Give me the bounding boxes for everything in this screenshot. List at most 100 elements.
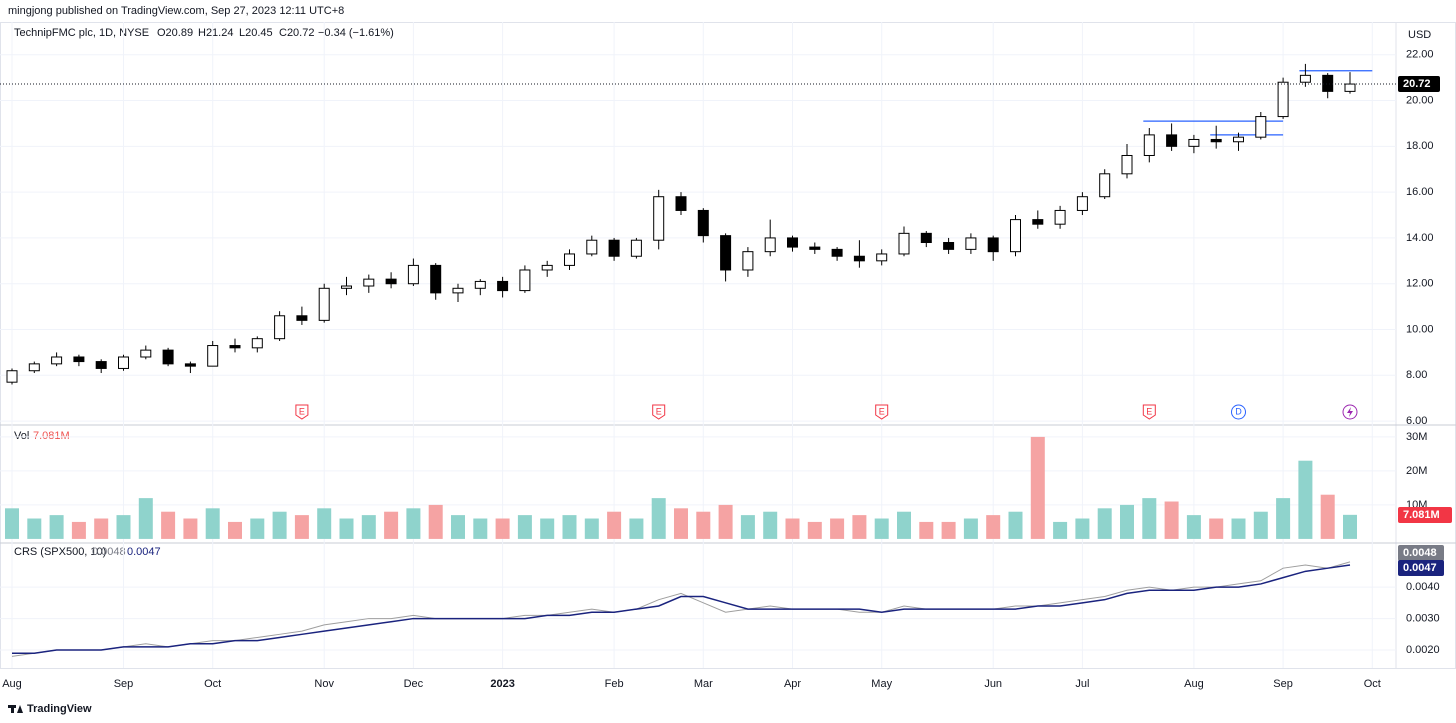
candle-body: [1188, 138, 1200, 147]
volume-bar: [584, 518, 599, 539]
volume-bar: [1298, 460, 1313, 539]
volume-tag-bg: [1398, 507, 1452, 523]
candle-body: [519, 269, 531, 292]
y-tick-label: 20M: [1406, 465, 1427, 477]
candle-body: [118, 356, 129, 369]
volume-bar: [562, 515, 577, 539]
legend-high: H21.24: [198, 27, 233, 39]
x-tick-label: Oct: [204, 678, 221, 690]
x-tick-label: Jul: [1075, 678, 1089, 690]
crs-ma-tag: 0.0047: [1403, 562, 1437, 574]
volume-bar: [830, 518, 845, 539]
y-tick-label: 8.00: [1406, 369, 1427, 381]
x-tick-label: Jun: [984, 678, 1002, 690]
event-marker: [1231, 404, 1246, 420]
volume-bar: [495, 518, 510, 539]
x-tick-label: Apr: [784, 678, 801, 690]
x-tick-label: Aug: [2, 678, 22, 690]
candle-body: [229, 345, 241, 349]
crs-ma-tag-bg: [1398, 560, 1444, 576]
candle-body: [140, 349, 152, 358]
candle-body: [430, 264, 442, 294]
candle-body: [296, 315, 308, 321]
event-marker: [1142, 404, 1156, 420]
volume-bar: [138, 498, 153, 539]
volume-bar: [1008, 511, 1023, 539]
candle-body: [73, 356, 85, 363]
candle-body: [318, 287, 330, 321]
crs-line: [12, 564, 1351, 654]
volume-bar: [785, 518, 800, 539]
volume-bar: [1030, 436, 1045, 539]
volume-bar: [1186, 515, 1201, 539]
x-tick-label: 2023: [490, 678, 514, 690]
candle-body: [452, 287, 464, 294]
volume-bar: [763, 511, 778, 539]
volume-bar: [339, 518, 354, 539]
event-marker: [652, 404, 666, 420]
volume-bar: [941, 521, 956, 539]
candle-body: [920, 232, 932, 244]
crs-tag: 0.0048: [1403, 547, 1437, 559]
candle-body: [363, 278, 375, 287]
candle-body: [1255, 116, 1267, 138]
x-tick-label: Mar: [694, 678, 713, 690]
candle-body: [95, 361, 107, 369]
legend-low: L20.45: [239, 27, 273, 39]
candle-body: [1344, 83, 1356, 92]
candle-body: [207, 345, 219, 367]
volume-bar: [1075, 518, 1090, 539]
candle-body: [987, 237, 999, 253]
x-tick-label: Feb: [605, 678, 624, 690]
x-tick-label: Oct: [1364, 678, 1381, 690]
candle-body: [184, 363, 196, 367]
volume-bar: [1231, 518, 1246, 539]
candle-body: [162, 349, 174, 365]
last-price-tag: 20.72: [1403, 78, 1431, 90]
crs-title: CRS (SPX500, 10): [14, 546, 106, 558]
volume-bar: [1142, 498, 1157, 539]
volume-bar: [361, 515, 376, 539]
volume-bar: [1097, 508, 1112, 539]
event-label: E: [879, 406, 885, 416]
candle-body: [742, 251, 754, 271]
candle-body: [1076, 196, 1088, 211]
candle-body: [1032, 219, 1044, 225]
volume-bar: [428, 504, 443, 539]
candle-body: [407, 264, 419, 285]
candle-body: [1143, 134, 1155, 156]
candle-body: [853, 255, 865, 262]
candle-body: [697, 209, 709, 237]
volume-bar: [874, 518, 889, 539]
volume-bar: [384, 511, 399, 539]
volume-bar: [294, 515, 309, 539]
volume-bar: [629, 518, 644, 539]
y-tick-label: 0.0040: [1406, 581, 1440, 593]
volume-bar: [1276, 498, 1291, 539]
candle-body: [385, 278, 397, 285]
candle-body: [541, 264, 553, 271]
x-tick-label: Sep: [1273, 678, 1293, 690]
y-tick-label: 10.00: [1406, 323, 1434, 335]
volume-bar: [228, 521, 242, 539]
volume-bar: [5, 508, 19, 539]
candle-body: [809, 246, 821, 250]
candle-body: [1010, 219, 1021, 253]
volume-bar: [1164, 501, 1179, 539]
legend-change: −0.34 (−1.61%): [318, 27, 394, 39]
candle-body: [608, 239, 620, 257]
publisher: mingjong published on TradingView.com, S…: [8, 5, 344, 17]
volume-bar: [183, 518, 198, 539]
volume-bar: [807, 521, 822, 539]
y-tick-label: 30M: [1406, 431, 1427, 443]
volume-bar: [718, 504, 733, 539]
y-tick-label: 14.00: [1406, 232, 1434, 244]
y-tick-label: 0.0030: [1406, 612, 1440, 624]
candle-body: [831, 248, 843, 257]
event-icon: [1347, 407, 1353, 417]
x-tick-label: May: [871, 678, 892, 690]
candle-body: [1322, 74, 1334, 92]
currency: USD: [1408, 29, 1431, 41]
volume-bar: [651, 498, 666, 539]
